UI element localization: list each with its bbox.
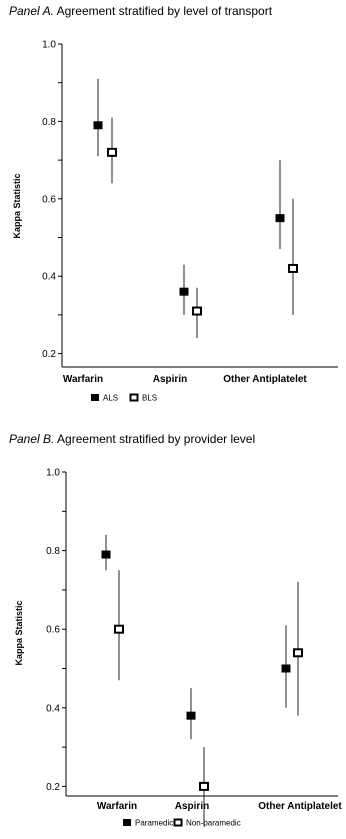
panel-b-category-label: Other Antiplatelet	[258, 801, 342, 812]
panel-a-point-open	[288, 263, 298, 273]
panel-a-y-tick-label: 0.4	[42, 272, 56, 283]
panel-b-point-open	[114, 624, 124, 634]
panel-a-y-tick-label: 1.0	[42, 40, 56, 51]
panel-b-legend-label: Non-paramedic	[186, 819, 241, 828]
panel-b-title-text: Agreement stratified by provider level	[54, 432, 256, 446]
panel-b-category-label: Aspirin	[175, 801, 209, 812]
panel-b-point-open	[293, 648, 303, 658]
panel-a-category-label: Aspirin	[153, 374, 187, 385]
panel-a-y-tick-label: 0.8	[42, 117, 56, 128]
panel-a-point-open	[107, 147, 117, 157]
panel-a-title-text: Agreement stratified by level of transpo…	[53, 4, 273, 18]
panel-a-point-filled	[179, 287, 189, 296]
panel-a-point-filled	[275, 214, 285, 223]
panel-a-category-label: Other Antiplatelet	[223, 374, 307, 385]
panel-b-y-axis-title: Kappa Statistic	[14, 600, 24, 665]
panel-b-point-open	[199, 781, 209, 791]
panel-b-legend-swatch	[173, 818, 183, 827]
panel-a-legend-label: ALS	[103, 394, 118, 403]
panel-a-y-axis-title: Kappa Statistic	[12, 173, 22, 238]
panel-a-point-open	[192, 306, 202, 316]
panel-a-y-tick-label: 0.6	[42, 194, 56, 205]
panel-b-title: Panel B. Agreement stratified by provide…	[9, 432, 255, 446]
panel-b-point-filled	[101, 550, 111, 559]
panel-a-legend-swatch	[129, 393, 139, 402]
panel-a-legend-swatch	[91, 394, 99, 401]
panel-b-legend-swatch	[123, 819, 131, 826]
panel-b-y-tick-label: 0.8	[46, 546, 60, 557]
panel-b-y-tick-label: 1.0	[46, 468, 60, 479]
panel-a-title-lead: Panel A.	[9, 4, 54, 18]
panel-b-legend-label: Paramedic	[135, 819, 173, 828]
panel-b-y-tick-label: 0.6	[46, 625, 60, 636]
panel-b-category-label: Warfarin	[97, 801, 137, 812]
panel-a-chart: 0.2 0.4 0.6 0.8 1.0 Kappa Statistic Warfarin As…	[12, 40, 338, 403]
panel-b-title-lead: Panel B.	[9, 432, 55, 446]
panel-a-point-filled	[93, 121, 103, 130]
panel-b-point-filled	[186, 711, 196, 720]
panel-a-category-label: Warfarin	[63, 374, 103, 385]
panel-a-legend-label: BLS	[142, 394, 157, 403]
panel-a-y-tick-label: 0.2	[42, 349, 56, 360]
panel-b-y-tick-label: 0.4	[46, 703, 60, 714]
panel-a-title: Panel A. Agreement stratified by level o…	[9, 4, 272, 18]
panel-b-y-tick-label: 0.2	[46, 782, 60, 793]
panel-b-point-filled	[281, 664, 291, 673]
